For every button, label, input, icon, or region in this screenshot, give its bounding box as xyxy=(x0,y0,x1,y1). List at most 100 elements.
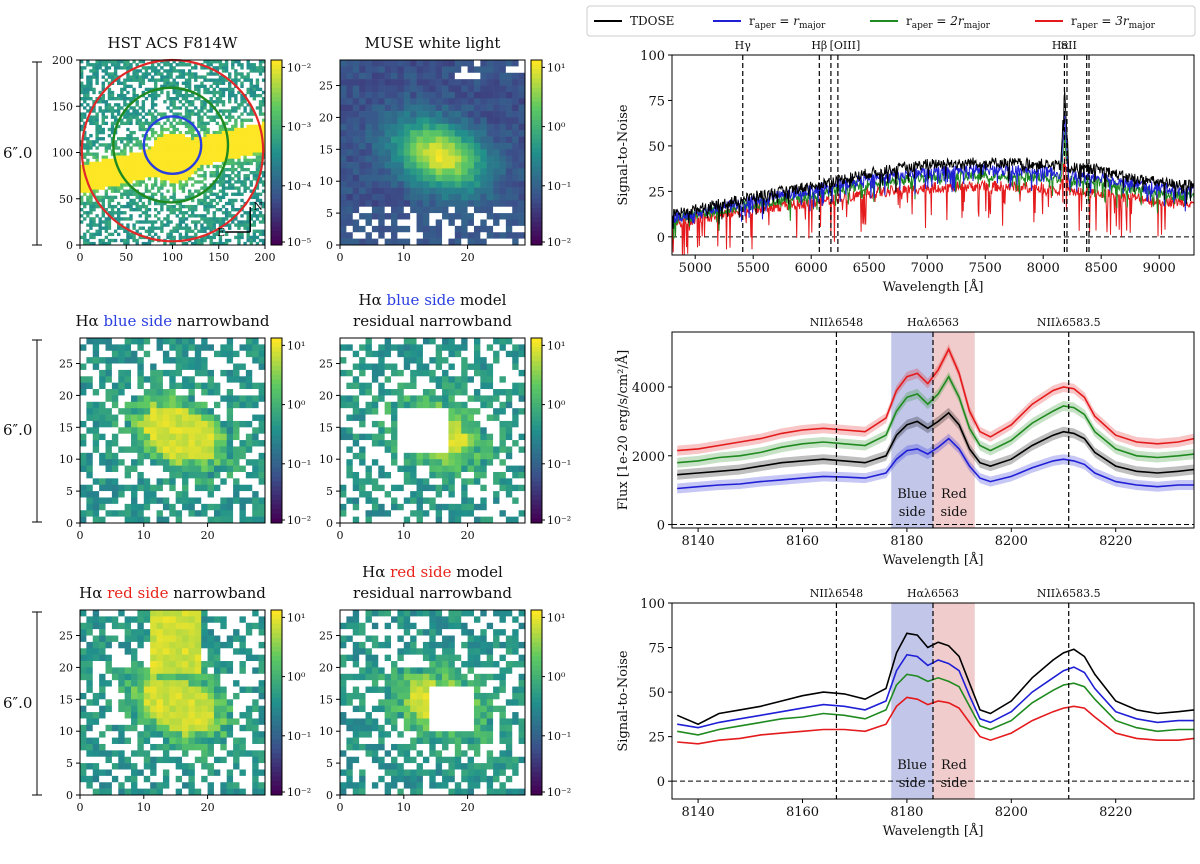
hst-pixel xyxy=(123,82,126,85)
hst-pixel xyxy=(219,190,222,193)
image-pixel xyxy=(410,219,417,226)
hst-pixel xyxy=(253,149,256,152)
image-pixel xyxy=(163,491,170,498)
hst-pixel xyxy=(117,208,120,211)
hst-pixel xyxy=(179,217,182,220)
image-pixel xyxy=(506,73,513,80)
image-pixel xyxy=(499,421,506,428)
image-pixel xyxy=(239,395,246,402)
image-pixel xyxy=(80,415,87,422)
hst-pixel xyxy=(145,214,148,217)
image-pixel xyxy=(353,194,360,201)
image-pixel xyxy=(157,402,164,409)
image-pixel xyxy=(442,194,449,201)
image-pixel xyxy=(246,376,253,383)
image-pixel xyxy=(112,364,119,371)
hst-pixel xyxy=(151,116,154,119)
image-pixel xyxy=(144,453,151,460)
colorbar-segment xyxy=(531,199,542,204)
hst-pixel xyxy=(157,186,160,189)
hst-pixel xyxy=(102,60,105,63)
image-pixel xyxy=(246,434,253,441)
image-pixel xyxy=(220,427,227,434)
hst-pixel xyxy=(213,217,216,220)
hst-pixel xyxy=(240,131,243,134)
hst-pixel xyxy=(182,205,185,208)
hst-pixel xyxy=(243,186,246,189)
hst-pixel xyxy=(182,174,185,177)
image-pixel xyxy=(391,517,398,524)
image-pixel xyxy=(195,427,202,434)
image-pixel xyxy=(474,194,481,201)
image-pixel xyxy=(487,389,494,396)
image-pixel xyxy=(378,485,385,492)
image-pixel xyxy=(259,478,266,485)
image-pixel xyxy=(468,478,475,485)
image-pixel xyxy=(340,181,347,188)
image-pixel xyxy=(169,459,176,466)
hst-pixel xyxy=(126,137,129,140)
image-pixel xyxy=(112,446,119,453)
image-pixel xyxy=(157,427,164,434)
image-pixel xyxy=(397,188,404,195)
hst-pixel xyxy=(102,128,105,131)
image-pixel xyxy=(188,440,195,447)
image-pixel xyxy=(208,357,215,364)
image-pixel xyxy=(340,434,347,441)
hst-pixel xyxy=(191,94,194,97)
image-pixel xyxy=(99,357,106,364)
hst-pixel xyxy=(157,63,160,66)
image-pixel xyxy=(99,395,106,402)
hst-pixel xyxy=(210,227,213,230)
image-pixel xyxy=(493,504,500,511)
image-pixel xyxy=(429,86,436,93)
image-pixel xyxy=(372,175,379,182)
image-pixel xyxy=(417,239,424,246)
hst-pixel xyxy=(166,119,169,122)
image-pixel xyxy=(86,389,93,396)
colorbar-segment xyxy=(531,157,542,162)
hst-pixel xyxy=(126,60,129,63)
hst-pixel xyxy=(169,143,172,146)
hst-pixel xyxy=(102,143,105,146)
image-pixel xyxy=(480,79,487,86)
image-pixel xyxy=(366,137,373,144)
image-pixel xyxy=(163,415,170,422)
hst-pixel xyxy=(237,156,240,159)
hst-pixel xyxy=(234,128,237,131)
hst-pixel xyxy=(188,100,191,103)
image-pixel xyxy=(163,383,170,390)
image-pixel xyxy=(246,485,253,492)
image-pixel xyxy=(131,478,138,485)
image-pixel xyxy=(214,446,221,453)
hst-pixel xyxy=(83,85,86,88)
image-pixel xyxy=(195,453,202,460)
hst-pixel xyxy=(240,149,243,152)
hst-pixel xyxy=(154,214,157,217)
image-pixel xyxy=(195,376,202,383)
hst-pixel xyxy=(89,208,92,211)
hst-pixel xyxy=(222,137,225,140)
image-pixel xyxy=(99,459,106,466)
image-pixel xyxy=(480,517,487,524)
colorbar-segment xyxy=(271,213,282,218)
image-pixel xyxy=(417,459,424,466)
image-pixel xyxy=(99,338,106,345)
image-pixel xyxy=(448,485,455,492)
image-pixel xyxy=(493,408,500,415)
hst-pixel xyxy=(176,82,179,85)
image-pixel xyxy=(410,472,417,479)
hst-pixel xyxy=(203,171,206,174)
hst-pixel xyxy=(222,131,225,134)
hst-pixel xyxy=(256,196,259,199)
hst-pixel xyxy=(237,137,240,140)
image-pixel xyxy=(448,415,455,422)
image-pixel xyxy=(385,415,392,422)
hst-pixel xyxy=(256,82,259,85)
hst-pixel xyxy=(86,60,89,63)
image-pixel xyxy=(397,459,404,466)
image-pixel xyxy=(208,364,215,371)
image-pixel xyxy=(385,459,392,466)
hst-pixel xyxy=(231,168,234,171)
image-pixel xyxy=(461,364,468,371)
